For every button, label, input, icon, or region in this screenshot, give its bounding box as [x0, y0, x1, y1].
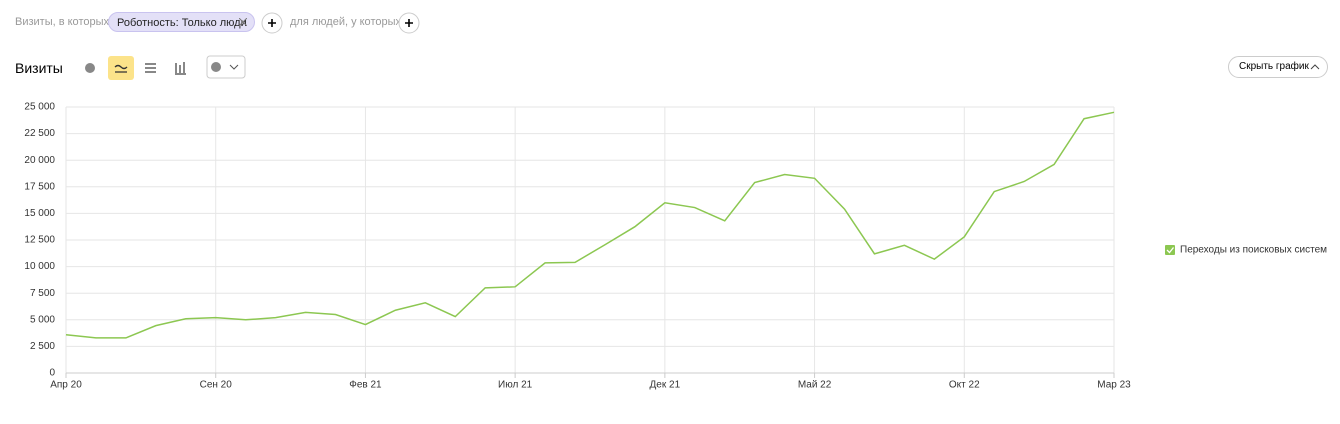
legend-checkbox	[1165, 245, 1175, 255]
chip-close[interactable]	[239, 18, 247, 26]
area-view[interactable]	[145, 63, 156, 73]
add-button[interactable]	[261, 12, 283, 34]
y-tick-label: 22 500	[24, 128, 55, 139]
series-line	[65, 111, 1115, 339]
button-text: Скрыть график	[1239, 61, 1309, 72]
y-tick-label: 12 500	[24, 235, 55, 246]
pie-view[interactable]	[85, 63, 95, 73]
filter-suffix: для людей, у которых	[290, 16, 401, 28]
section-title: Визиты	[15, 60, 63, 76]
x-tick-label: Май 22	[798, 380, 832, 391]
x-tick-label: Сен 20	[200, 380, 233, 391]
line-view[interactable]	[108, 56, 134, 80]
y-tick-label: 15 000	[24, 208, 55, 219]
y-tick-label: 2 500	[30, 341, 55, 352]
y-tick-label: 7 500	[30, 288, 55, 299]
bar-view[interactable]	[175, 62, 186, 75]
chevron-up	[1310, 64, 1320, 70]
x-tick-label: Мар 23	[1097, 380, 1131, 391]
hide-chart-button[interactable]: Скрыть график	[1228, 56, 1328, 78]
filter-prefix: Визиты, в которых	[15, 16, 109, 28]
x-tick-label: Окт 22	[949, 380, 980, 391]
y-tick-label: 10 000	[24, 261, 55, 272]
x-tick-label: Фев 21	[349, 380, 382, 391]
filter-chip[interactable]: Роботность: Только люди	[108, 12, 255, 32]
x-tick-label: Апр 20	[50, 380, 82, 391]
add-button[interactable]	[398, 12, 420, 34]
chip-text: Роботность: Только люди	[117, 17, 247, 29]
x-tick-label: Июл 21	[498, 380, 533, 391]
legend-label: Переходы из поисковых систем	[1180, 245, 1327, 256]
x-tick-label: Дек 21	[650, 380, 681, 391]
annotation-dropdown[interactable]	[206, 55, 246, 79]
view-switcher	[85, 55, 246, 80]
y-tick-label: 0	[49, 368, 55, 379]
y-tick-label: 20 000	[24, 155, 55, 166]
y-tick-label: 17 500	[24, 181, 55, 192]
legend-check	[1166, 247, 1175, 254]
y-tick-label: 25 000	[24, 102, 55, 113]
y-tick-label: 5 000	[30, 314, 55, 325]
